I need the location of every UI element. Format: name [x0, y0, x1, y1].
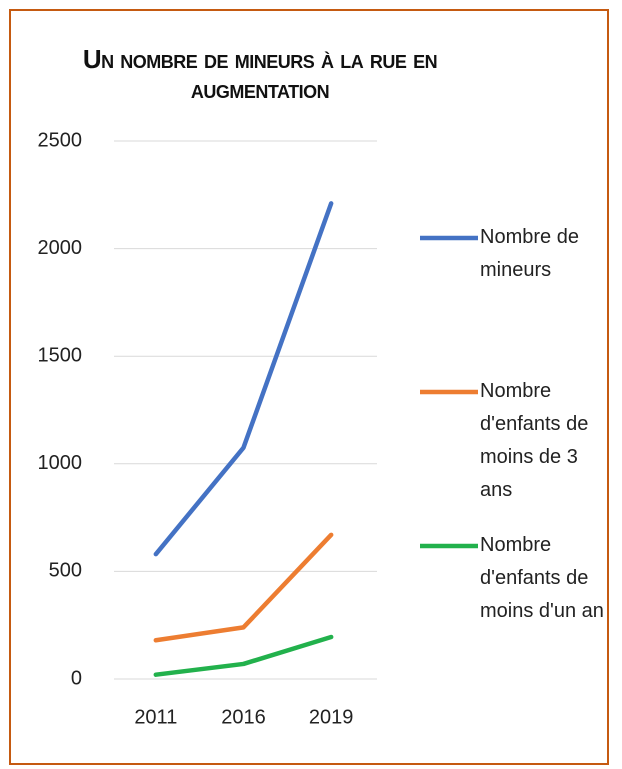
x-tick-label: 2019 [309, 706, 354, 728]
legend-label: Nombre d'enfants de moins de 3 ans [480, 380, 589, 501]
series-line [153, 532, 334, 643]
x-tick-label: 2011 [134, 706, 177, 728]
y-tick-label: 1000 [38, 452, 83, 474]
y-tick-label: 2000 [38, 237, 83, 259]
chart-title: Un nombre de mineurs à la rue en augment… [82, 44, 438, 104]
series-line [153, 201, 334, 557]
y-tick-label: 1500 [38, 344, 83, 366]
x-tick-label: 2016 [221, 706, 266, 728]
series-line [153, 634, 334, 677]
y-tick-label: 0 [71, 667, 82, 689]
y-tick-label: 500 [49, 560, 82, 582]
y-tick-label: 2500 [38, 129, 83, 151]
legend-label: Nombre d'enfants de moins d'un an [480, 534, 604, 622]
chart-frame [9, 9, 609, 765]
legend-label: Nombre de mineurs [480, 226, 579, 281]
